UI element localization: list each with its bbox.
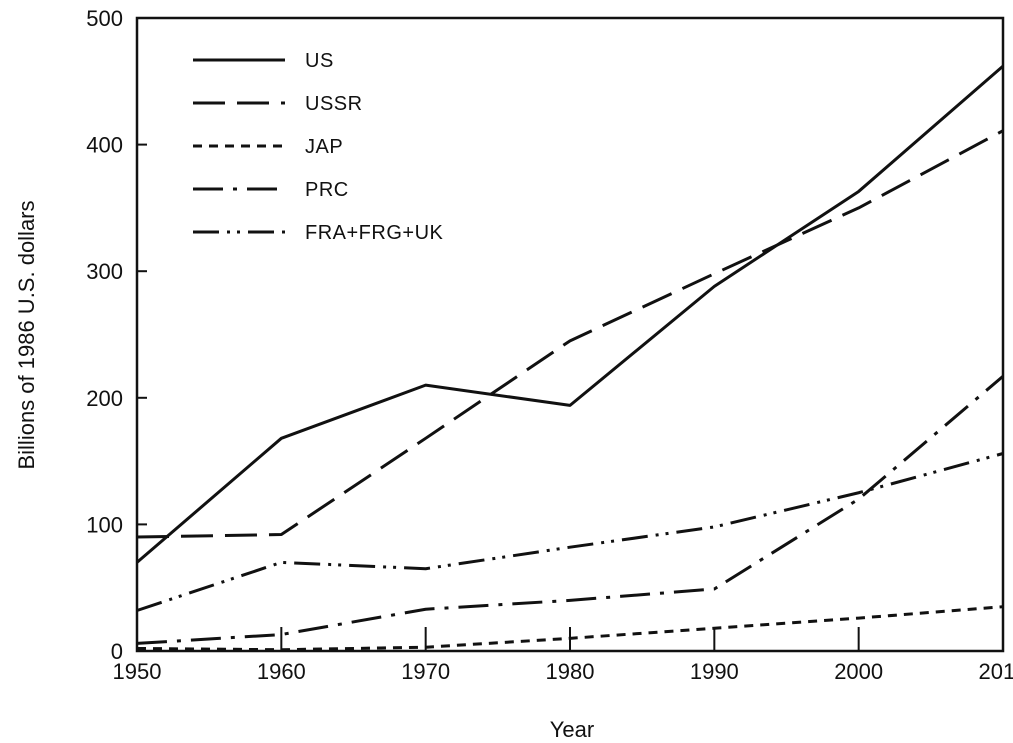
x-tick-label: 1980 bbox=[546, 659, 595, 684]
legend-label-prc: PRC bbox=[305, 179, 349, 201]
x-axis: 1950 1960 1970 1980 1990 2000 2010 bbox=[113, 627, 1013, 684]
series-lines bbox=[136, 64, 1004, 652]
plot-frame bbox=[135, 16, 1005, 653]
y-tick-label: 400 bbox=[86, 133, 123, 158]
legend-label-fra-frg-uk: FRA+FRG+UK bbox=[305, 222, 444, 244]
legend-label-ussr: USSR bbox=[305, 93, 363, 115]
series-line-fra-frg-uk bbox=[136, 452, 1004, 612]
y-tick-label: 500 bbox=[86, 6, 123, 31]
legend-label-us: US bbox=[305, 50, 334, 72]
y-tick-label: 200 bbox=[86, 386, 123, 411]
legend-label-jap: JAP bbox=[305, 136, 343, 158]
series-line-prc bbox=[136, 375, 1004, 645]
y-tick-label: 0 bbox=[111, 639, 123, 664]
legend: US USSR JAP PRC FRA+FRG+UK bbox=[193, 50, 444, 244]
x-tick-label: 1970 bbox=[401, 659, 450, 684]
y-axis-title: Billions of 1986 U.S. dollars bbox=[14, 200, 39, 469]
y-tick-label: 100 bbox=[86, 512, 123, 537]
x-tick-label: 1960 bbox=[257, 659, 306, 684]
series-line-ussr bbox=[136, 129, 1004, 539]
x-axis-title: Year bbox=[550, 717, 594, 742]
y-axis: 0 100 200 300 400 500 bbox=[86, 6, 147, 664]
x-tick-label: 1950 bbox=[113, 659, 162, 684]
x-tick-label: 1990 bbox=[690, 659, 739, 684]
x-tick-label: 2010 bbox=[979, 659, 1013, 684]
y-tick-label: 300 bbox=[86, 259, 123, 284]
x-tick-label: 2000 bbox=[834, 659, 883, 684]
